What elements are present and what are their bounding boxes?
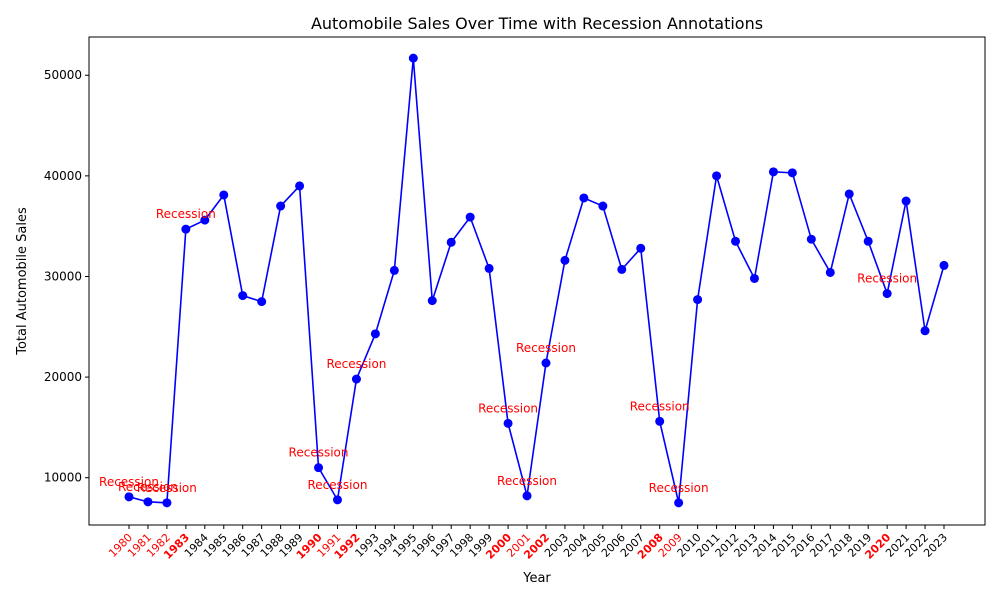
- data-point: [162, 498, 172, 508]
- data-point: [693, 295, 703, 305]
- data-point: [238, 291, 248, 301]
- y-tick-label: 50000: [44, 68, 82, 82]
- recession-annotation: Recession: [857, 272, 917, 286]
- data-point: [768, 167, 778, 177]
- recession-annotation: Recession: [630, 399, 690, 413]
- x-axis-label: Year: [522, 571, 551, 586]
- data-point: [314, 463, 324, 473]
- data-point: [939, 260, 949, 270]
- data-point: [617, 264, 627, 274]
- data-point: [825, 267, 835, 277]
- data-point: [882, 289, 892, 299]
- data-point: [332, 495, 342, 505]
- data-point: [200, 215, 210, 225]
- data-point: [446, 237, 456, 247]
- data-point: [598, 201, 608, 211]
- y-tick-label: 40000: [44, 169, 82, 183]
- data-point: [844, 189, 854, 199]
- data-point: [143, 497, 153, 507]
- data-point: [503, 418, 513, 428]
- chart-title: Automobile Sales Over Time with Recessio…: [311, 14, 763, 33]
- recession-annotation: Recession: [516, 341, 576, 355]
- recession-annotation: Recession: [118, 480, 178, 494]
- plot-area-frame: [88, 36, 986, 526]
- data-point: [749, 273, 759, 283]
- data-point: [408, 53, 418, 63]
- data-point: [712, 171, 722, 181]
- data-point: [181, 224, 191, 234]
- data-point: [636, 243, 646, 253]
- data-point: [806, 234, 816, 244]
- series-line: [128, 58, 945, 504]
- data-point: [787, 168, 797, 178]
- data-point: [920, 326, 930, 336]
- data-point: [351, 374, 361, 384]
- recession-annotation: Recession: [137, 481, 197, 495]
- data-point: [863, 236, 873, 246]
- data-point: [522, 491, 532, 501]
- data-point: [484, 263, 494, 273]
- recession-annotation: Recession: [99, 475, 159, 489]
- data-point: [389, 265, 399, 275]
- data-point: [276, 201, 286, 211]
- y-tick-label: 20000: [44, 370, 82, 384]
- recession-annotation: Recession: [478, 401, 538, 415]
- y-tick-label: 10000: [44, 471, 82, 485]
- data-point: [124, 492, 134, 502]
- recession-annotation: Recession: [497, 474, 557, 488]
- data-point: [465, 212, 475, 222]
- data-point: [655, 416, 665, 426]
- data-point: [674, 498, 684, 508]
- data-point: [427, 296, 437, 306]
- data-point: [901, 196, 911, 206]
- recession-annotation: Recession: [289, 446, 349, 460]
- plot-marks: 1000020000300004000050000198019811982198…: [44, 53, 950, 562]
- y-axis-label: Total Automobile Sales: [15, 207, 30, 356]
- data-point: [295, 181, 305, 191]
- recession-annotation: Recession: [156, 207, 216, 221]
- data-point: [257, 297, 267, 307]
- data-point: [731, 236, 741, 246]
- data-point: [579, 193, 589, 203]
- data-point: [370, 329, 380, 339]
- recession-annotation: Recession: [326, 357, 386, 371]
- data-point: [541, 358, 551, 368]
- data-point: [219, 190, 229, 200]
- recession-annotation: Recession: [308, 478, 368, 492]
- data-point: [560, 255, 570, 265]
- y-tick-label: 30000: [44, 269, 82, 283]
- recession-annotation: Recession: [649, 481, 709, 495]
